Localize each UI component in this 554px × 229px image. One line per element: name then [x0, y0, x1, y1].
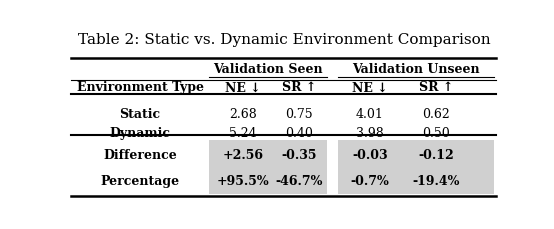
- Text: 0.40: 0.40: [285, 127, 313, 140]
- Text: Environment Type: Environment Type: [76, 81, 203, 94]
- Text: +2.56: +2.56: [223, 148, 264, 161]
- Bar: [337, 167, 494, 195]
- Text: Validation Seen: Validation Seen: [213, 63, 322, 76]
- Text: 5.24: 5.24: [229, 127, 257, 140]
- Text: -19.4%: -19.4%: [413, 174, 460, 187]
- Text: 0.75: 0.75: [285, 107, 313, 120]
- Bar: [337, 141, 494, 168]
- Text: Difference: Difference: [103, 148, 177, 161]
- Text: -0.7%: -0.7%: [351, 174, 389, 187]
- Text: SR ↑: SR ↑: [282, 81, 316, 94]
- Text: NE ↓: NE ↓: [352, 81, 388, 94]
- Text: +95.5%: +95.5%: [217, 174, 269, 187]
- Text: -0.12: -0.12: [418, 148, 454, 161]
- Bar: [209, 167, 327, 195]
- Text: Dynamic: Dynamic: [110, 127, 171, 140]
- Text: -0.03: -0.03: [352, 148, 388, 161]
- Text: NE ↓: NE ↓: [225, 81, 261, 94]
- Text: 4.01: 4.01: [356, 107, 384, 120]
- Text: Validation Unseen: Validation Unseen: [352, 63, 480, 76]
- Text: Percentage: Percentage: [100, 174, 179, 187]
- Bar: [209, 141, 327, 168]
- Text: -46.7%: -46.7%: [275, 174, 322, 187]
- Text: SR ↑: SR ↑: [419, 81, 454, 94]
- Text: 3.98: 3.98: [356, 127, 384, 140]
- Text: Static: Static: [120, 107, 161, 120]
- Text: -0.35: -0.35: [281, 148, 317, 161]
- Text: Table 2: Static vs. Dynamic Environment Comparison: Table 2: Static vs. Dynamic Environment …: [78, 33, 490, 47]
- Text: 0.62: 0.62: [423, 107, 450, 120]
- Text: 0.50: 0.50: [423, 127, 450, 140]
- Text: 2.68: 2.68: [229, 107, 257, 120]
